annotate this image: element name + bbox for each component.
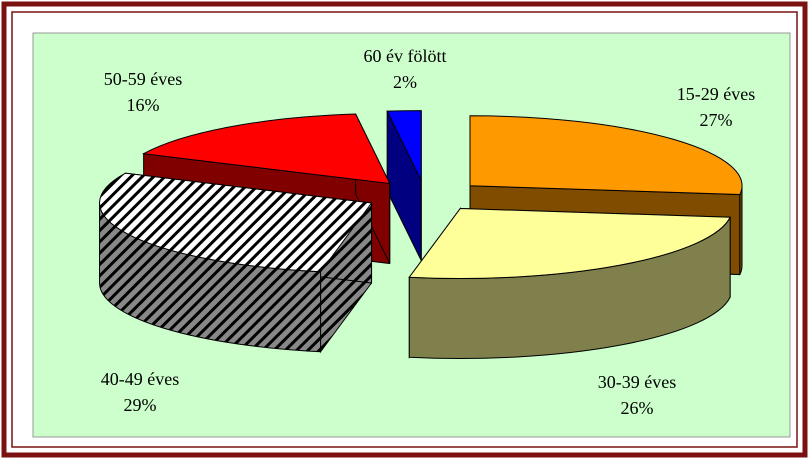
slice-label: 15-29 éves (677, 84, 755, 104)
slice-label: 50-59 éves (104, 69, 182, 89)
pie-slice (386, 110, 422, 181)
slice-value-label: 29% (124, 395, 157, 415)
slice-label: 30-39 éves (598, 372, 676, 392)
slice-value-label: 26% (621, 398, 654, 418)
pie-slice (142, 113, 391, 185)
pie-slice (469, 115, 743, 196)
slice-label: 60 év fölött (364, 46, 447, 66)
slice-value-label: 16% (127, 95, 160, 115)
slice-value-label: 2% (393, 72, 417, 92)
pie-slice (408, 207, 731, 279)
frame-inner (11, 11, 798, 448)
slice-value-label: 27% (700, 110, 733, 130)
pie-side (739, 185, 743, 275)
pie (99, 110, 743, 359)
slice-label: 40-49 éves (101, 369, 179, 389)
pie-slice (99, 172, 373, 273)
